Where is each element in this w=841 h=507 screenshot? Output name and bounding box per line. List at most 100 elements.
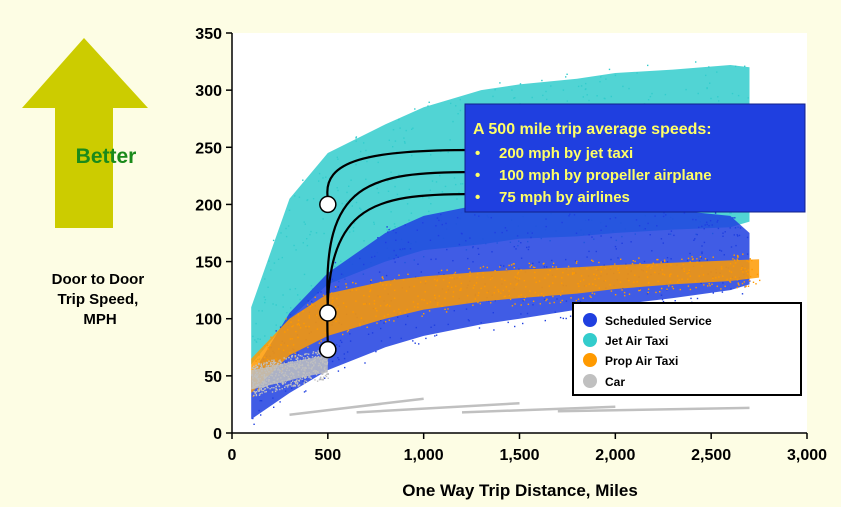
data-point [306,356,309,358]
data-point [304,366,307,369]
annotation-line-jet: 200 mph by jet taxi [499,145,633,162]
data-point [543,298,546,301]
data-point [534,291,537,294]
data-point [340,260,342,262]
data-point [510,264,513,266]
data-point [453,273,455,275]
data-point [274,390,277,392]
data-point [552,295,554,298]
data-point [662,215,665,218]
data-point [639,289,641,291]
data-point [702,274,705,276]
annotation-bullet: • [475,167,480,184]
data-point [287,364,289,367]
data-point [538,261,540,263]
data-point [312,352,314,355]
data-point [430,203,432,205]
data-point [319,377,322,380]
data-point [734,217,736,219]
data-point [272,303,274,305]
data-point [306,199,308,202]
data-point [529,290,531,292]
data-point [283,380,285,382]
data-point [340,273,343,275]
data-point [294,288,297,290]
data-point [660,238,663,240]
data-point [317,356,320,358]
data-point [565,76,567,78]
data-point [254,392,256,394]
data-point [314,362,317,364]
data-point [294,384,296,386]
data-point [306,372,308,374]
data-point [717,227,720,230]
data-point [477,294,479,297]
data-point [552,262,555,264]
data-point [295,367,297,369]
data-point [336,156,338,158]
data-point [256,381,259,383]
x-tick-label: 500 [314,447,341,464]
data-point [405,290,408,292]
data-point [298,384,301,386]
data-point [258,409,260,412]
data-point [403,141,406,143]
data-point [303,367,305,369]
data-point [472,304,474,306]
data-point [721,291,724,293]
data-point [325,375,328,378]
data-point [298,385,300,387]
data-point [661,269,663,271]
data-point [307,300,309,302]
data-point [281,372,283,374]
data-point [338,345,341,347]
data-point [279,359,281,361]
data-point [322,358,325,361]
data-point [280,361,282,364]
data-point [444,297,446,300]
data-point [395,232,397,234]
data-point [320,360,322,362]
data-point [448,282,451,284]
data-point [272,239,275,242]
data-point [273,360,275,363]
data-point [503,265,505,267]
data-point [504,227,507,229]
data-point [285,235,288,238]
data-point [284,382,286,384]
data-point [422,222,424,224]
data-point [374,255,376,258]
data-point [588,219,590,221]
data-point [267,347,269,350]
data-point [387,180,389,182]
data-point [733,259,736,261]
data-point [265,376,267,379]
highlight-point [319,195,337,214]
data-point [456,198,458,200]
data-point [747,97,749,99]
data-point [534,266,536,269]
data-point [672,287,675,290]
data-point [320,378,322,381]
data-point [319,358,321,360]
data-point [316,371,318,373]
data-point [266,386,268,389]
data-point [308,367,310,369]
data-point [359,325,361,327]
data-point [324,359,326,362]
data-point [599,81,601,83]
data-point [511,305,514,307]
data-point [396,193,399,196]
data-point [349,340,352,342]
data-point [473,284,475,287]
data-point [412,301,415,303]
data-point [282,349,285,352]
data-point [301,367,304,369]
data-point [747,273,749,275]
data-point [744,65,746,67]
data-point [598,261,600,264]
data-point [284,331,286,333]
data-point [331,297,334,299]
data-point [625,263,627,265]
data-point [423,299,425,301]
